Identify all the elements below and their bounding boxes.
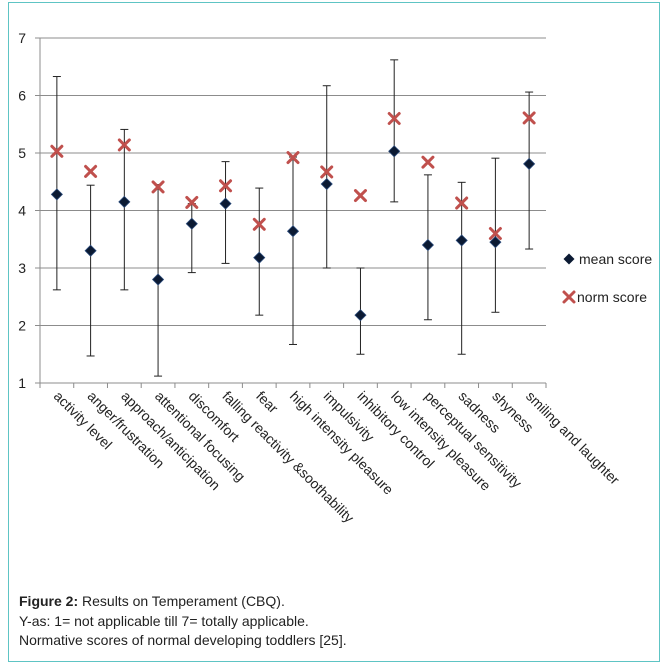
norm-score-marker — [353, 189, 367, 203]
mean-score-marker — [455, 234, 468, 247]
norm-score-marker — [151, 180, 165, 194]
norm-score-marker — [421, 155, 435, 169]
y-tick-label: 1 — [18, 375, 26, 391]
mean-score-marker — [118, 195, 131, 208]
norm-marker-stroke-b — [286, 151, 300, 165]
norm-marker-stroke-b — [151, 180, 165, 194]
caption-y-axis-note: Y-as: 1= not applicable till 7= totally … — [19, 612, 309, 629]
caption-figure-label: Figure 2: — [19, 593, 79, 609]
norm-score-marker — [522, 111, 536, 125]
norm-score-marker — [286, 151, 300, 165]
y-tick-label: 7 — [18, 30, 26, 46]
error-bar — [289, 156, 297, 345]
norm-marker-stroke-b — [353, 189, 367, 203]
data-markers — [50, 111, 536, 322]
y-tick-label: 3 — [18, 260, 26, 276]
caption-normative-note: Normative scores of normal developing to… — [19, 632, 347, 648]
x-tick-label: fear — [253, 388, 282, 417]
norm-score-marker — [219, 179, 233, 193]
norm-score-marker — [387, 112, 401, 125]
legend: mean score norm score — [562, 251, 652, 305]
legend-mean-label: mean score — [579, 251, 652, 267]
mean-score-marker — [185, 217, 198, 230]
norm-marker-stroke-b — [219, 179, 233, 193]
norm-marker-stroke-b — [455, 196, 469, 210]
legend-mean-marker — [563, 253, 575, 265]
mean-score-marker — [286, 225, 300, 238]
error-bar — [457, 181, 466, 355]
norm-marker-stroke-b — [387, 112, 401, 125]
norm-score-marker — [455, 196, 469, 210]
mean-score-marker — [320, 177, 333, 191]
mean-score-marker — [84, 244, 97, 257]
norm-score-marker — [252, 217, 266, 231]
norm-marker-stroke-b — [185, 195, 199, 209]
norm-score-marker — [185, 195, 199, 209]
mean-score-marker — [421, 238, 434, 252]
norm-marker-stroke-b — [252, 217, 266, 231]
mean-score-marker — [523, 157, 536, 170]
norm-marker-stroke-b — [421, 155, 435, 169]
mean-score-marker — [152, 273, 165, 286]
legend-norm-stroke-b — [562, 290, 576, 304]
mean-score-marker — [489, 236, 502, 249]
axes — [35, 37, 547, 388]
error-bar — [322, 85, 331, 269]
norm-marker-stroke-b — [50, 144, 64, 158]
error-bar — [221, 161, 230, 264]
norm-score-marker — [84, 164, 98, 178]
error-bar — [390, 59, 399, 203]
y-tick-label: 4 — [18, 203, 26, 219]
mean-score-marker — [219, 197, 232, 210]
y-tick-label: 5 — [18, 145, 26, 161]
norm-marker-stroke-b — [117, 138, 131, 152]
figure-caption: Figure 2: Results on Temperament (CBQ). … — [19, 592, 649, 651]
legend-norm-label: norm score — [577, 289, 647, 305]
error-bar — [86, 184, 95, 357]
x-tick-label: smiling and laughter — [523, 388, 623, 488]
norm-score-marker — [50, 144, 64, 158]
mean-score-marker — [388, 145, 401, 158]
norm-score-marker — [117, 138, 131, 152]
legend-norm-marker — [562, 290, 576, 304]
caption-line-1: Figure 2: Results on Temperament (CBQ). — [19, 592, 649, 612]
norm-marker-stroke-b — [522, 111, 536, 125]
figure-frame — [8, 2, 660, 662]
norm-marker-stroke-b — [84, 164, 98, 178]
norm-marker-stroke-b — [320, 165, 334, 179]
norm-score-marker — [488, 227, 502, 240]
error-bar — [187, 203, 196, 274]
caption-figure-title: Results on Temperament (CBQ). — [78, 593, 285, 609]
y-tick-label: 2 — [18, 318, 26, 334]
norm-marker-stroke-b — [488, 227, 502, 240]
mean-score-marker — [253, 251, 266, 264]
mean-score-marker — [50, 188, 63, 201]
error-bar — [52, 76, 61, 291]
error-bar — [120, 128, 129, 291]
norm-score-marker — [320, 165, 334, 179]
mean-score-marker — [354, 309, 367, 322]
error-bars — [52, 59, 534, 377]
y-tick-label: 6 — [18, 88, 26, 104]
